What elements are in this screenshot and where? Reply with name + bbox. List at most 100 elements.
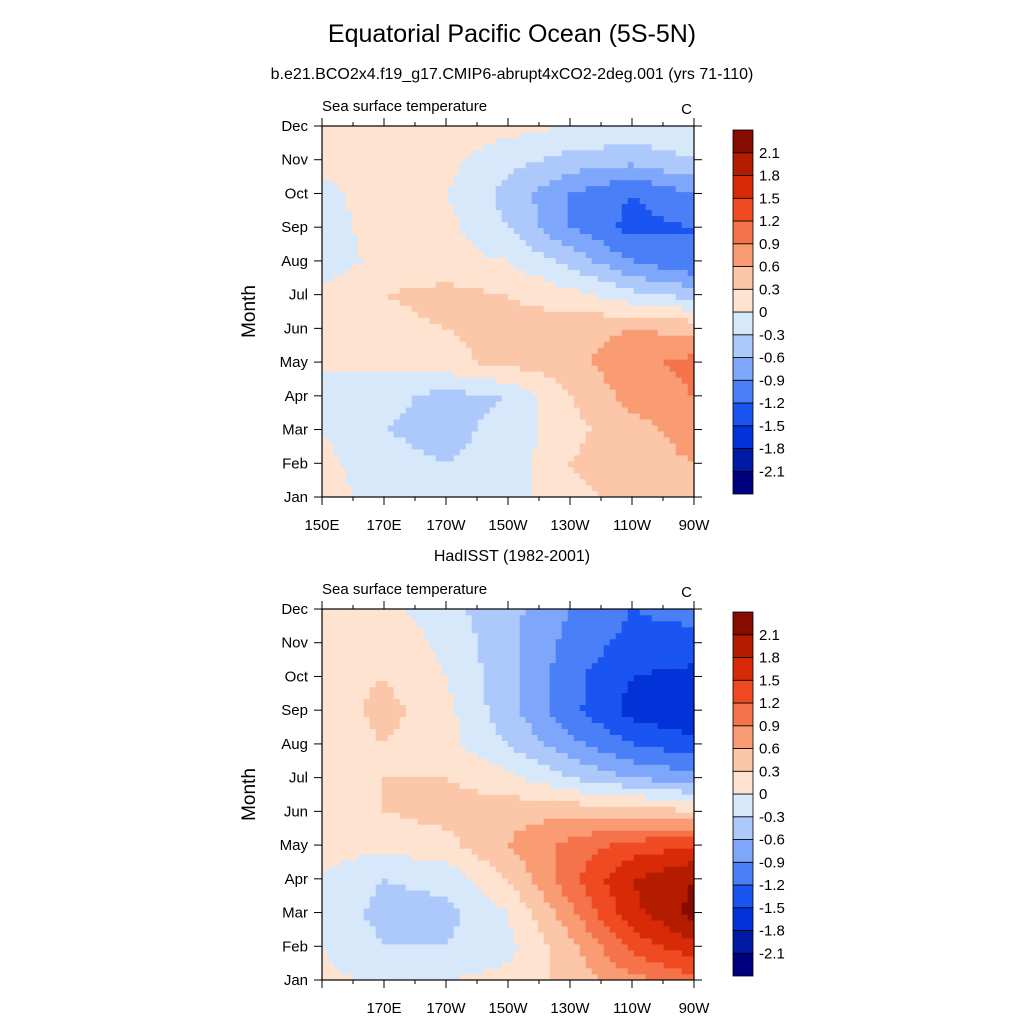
sst-field xyxy=(322,126,694,497)
sst-cell xyxy=(531,293,539,300)
sst-cell xyxy=(675,472,683,480)
sst-cell xyxy=(639,131,647,139)
sst-cell xyxy=(369,388,377,396)
sst-cell xyxy=(519,143,527,151)
sst-cell xyxy=(501,931,509,939)
sst-cell xyxy=(399,406,407,414)
sst-cell xyxy=(447,967,455,975)
sst-cell xyxy=(507,448,515,456)
sst-cell xyxy=(603,341,611,348)
sst-cell xyxy=(477,901,485,909)
sst-cell xyxy=(453,484,461,492)
sst-cell xyxy=(687,167,694,175)
sst-cell xyxy=(531,179,539,187)
sst-cell xyxy=(483,943,491,951)
sst-cell xyxy=(567,197,575,205)
sst-cell xyxy=(549,925,557,933)
sst-cell xyxy=(339,317,347,324)
sst-cell xyxy=(591,299,599,306)
sst-cell xyxy=(423,227,431,235)
sst-cell xyxy=(375,311,383,318)
sst-cell xyxy=(351,460,359,468)
sst-cell xyxy=(327,448,335,456)
sst-cell xyxy=(645,436,653,444)
sst-cell xyxy=(471,937,479,945)
sst-cell xyxy=(609,973,617,980)
sst-cell xyxy=(567,931,575,939)
sst-cell xyxy=(423,149,431,157)
sst-cell xyxy=(525,394,533,402)
sst-cell xyxy=(363,406,371,414)
sst-cell xyxy=(369,185,377,193)
sst-cell xyxy=(543,907,551,915)
sst-cell xyxy=(645,943,653,951)
sst-cell xyxy=(399,442,407,450)
sst-cell xyxy=(447,430,455,438)
sst-cell xyxy=(501,466,509,474)
sst-cell xyxy=(375,281,383,288)
sst-cell xyxy=(477,394,485,402)
sst-cell xyxy=(681,287,689,294)
sst-cell xyxy=(363,883,371,891)
sst-cell xyxy=(597,275,605,282)
sst-cell xyxy=(351,167,359,175)
sst-cell xyxy=(543,281,551,288)
sst-cell xyxy=(381,257,389,264)
sst-cell xyxy=(489,341,497,348)
sst-cell xyxy=(339,466,347,474)
sst-cell xyxy=(507,317,515,324)
sst-cell xyxy=(513,305,521,312)
sst-cell xyxy=(561,424,569,432)
sst-cell xyxy=(675,209,683,217)
sst-cell xyxy=(333,341,341,348)
sst-cell xyxy=(573,191,581,199)
sst-cell xyxy=(645,442,653,450)
sst-cell xyxy=(621,371,629,378)
sst-cell xyxy=(549,442,557,450)
sst-cell xyxy=(633,161,641,169)
sst-cell xyxy=(322,269,329,276)
sst-cell xyxy=(615,245,623,252)
sst-cell xyxy=(429,901,437,909)
sst-cell xyxy=(333,871,341,879)
sst-cell xyxy=(435,919,443,927)
sst-cell xyxy=(447,329,455,336)
sst-cell xyxy=(543,895,551,903)
sst-cell xyxy=(447,173,455,181)
sst-cell xyxy=(567,460,575,468)
sst-cell xyxy=(585,347,593,354)
sst-cell xyxy=(351,281,359,288)
sst-cell xyxy=(627,161,635,169)
sst-cell xyxy=(555,203,563,211)
sst-cell xyxy=(603,454,611,462)
sst-cell xyxy=(399,287,407,294)
sst-cell xyxy=(585,931,593,939)
sst-cell xyxy=(663,305,671,312)
sst-cell xyxy=(465,454,473,462)
sst-cell xyxy=(387,245,395,252)
sst-cell xyxy=(609,143,617,151)
sst-cell xyxy=(615,161,623,169)
sst-cell xyxy=(627,215,635,223)
sst-cell xyxy=(555,955,563,963)
sst-cell xyxy=(639,137,647,145)
sst-cell xyxy=(561,329,569,336)
sst-cell xyxy=(615,197,623,205)
sst-cell xyxy=(639,412,647,420)
sst-cell xyxy=(579,919,587,927)
sst-cell xyxy=(627,227,635,235)
sst-cell xyxy=(513,293,521,300)
sst-cell xyxy=(663,955,671,963)
sst-cell xyxy=(501,973,509,980)
sst-cell xyxy=(375,925,383,933)
sst-cell xyxy=(405,466,413,474)
sst-cell xyxy=(519,388,527,396)
sst-cell xyxy=(477,949,485,957)
sst-cell xyxy=(375,185,383,193)
sst-cell xyxy=(477,925,485,933)
sst-cell xyxy=(489,215,497,223)
sst-cell xyxy=(561,311,569,318)
sst-cell xyxy=(639,901,647,909)
sst-cell xyxy=(657,167,665,175)
sst-cell xyxy=(507,490,515,497)
